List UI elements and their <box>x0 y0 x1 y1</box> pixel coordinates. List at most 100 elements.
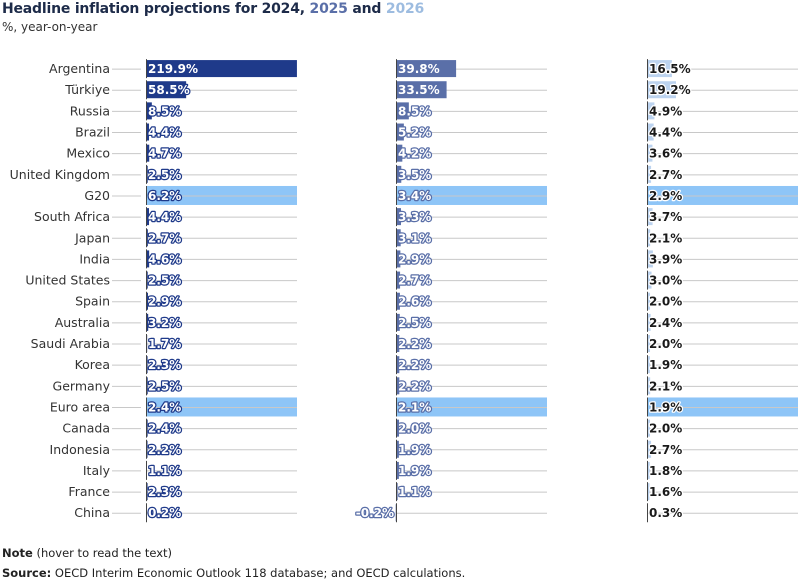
bar-2026-korea[interactable] <box>647 356 650 374</box>
bar-2026-united-kingdom[interactable] <box>647 165 652 183</box>
bar-2024-india[interactable] <box>146 250 150 268</box>
bar-2025-russia[interactable] <box>396 102 409 120</box>
bar-2024-russia[interactable] <box>146 102 152 120</box>
bar-2024-south-africa[interactable] <box>146 208 150 226</box>
data-label-2025-argentina: 39.8% <box>398 62 440 76</box>
bar-2025-argentina[interactable] <box>396 60 457 78</box>
bar-2025-mexico[interactable] <box>396 144 403 162</box>
data-label-2024-t-rkiye: 58.5% <box>148 83 190 97</box>
bar-2025-germany[interactable] <box>396 377 400 395</box>
data-label-2025-t-rkiye: 33.5% <box>398 83 440 97</box>
chart-svg: Argentina 219.9% 39.8% 16.5% Türkiye 58.5% 33.… <box>10 59 798 523</box>
bar-2026-india[interactable] <box>647 250 653 268</box>
title-year-2026: 2026 <box>385 1 425 17</box>
title-sep-1: , <box>299 1 310 17</box>
data-label-2024-brazil: 4.4% <box>148 126 181 140</box>
category-label-russia: Russia <box>70 103 110 118</box>
data-label-2025-euro-area: 2.1% <box>398 400 431 414</box>
data-label-2025-g20: 3.4% <box>398 189 431 203</box>
data-label-2026-italy: 1.8% <box>649 464 682 478</box>
bar-2024-brazil[interactable] <box>146 123 150 141</box>
bar-2026-t-rkiye[interactable] <box>647 81 676 99</box>
bar-2026-spain[interactable] <box>647 292 651 310</box>
data-label-2024-argentina: 219.9% <box>148 62 198 76</box>
bar-2025-brazil[interactable] <box>396 123 404 141</box>
bar-2025-korea[interactable] <box>396 356 400 374</box>
bar-2025-spain[interactable] <box>396 292 400 310</box>
data-label-2026-canada: 2.0% <box>649 422 682 436</box>
bar-2025-australia[interactable] <box>396 313 400 331</box>
bar-2025-south-africa[interactable] <box>396 208 401 226</box>
title-year-2024: 2024 <box>261 1 300 17</box>
bar-2026-euro-area[interactable] <box>647 398 650 416</box>
data-label-2024-france: 2.3% <box>148 485 181 499</box>
bar-2024-argentina[interactable] <box>146 60 297 78</box>
title-year-2025: 2025 <box>309 1 348 17</box>
category-label-south-africa: South Africa <box>34 209 110 224</box>
category-label-spain: Spain <box>75 294 110 309</box>
data-label-2025-australia: 2.5% <box>398 316 431 330</box>
chart-note[interactable]: Note (hover to read the text) <box>2 546 172 560</box>
data-label-2025-italy: 1.9% <box>398 464 431 478</box>
bar-2025-indonesia[interactable] <box>396 440 399 458</box>
bar-2025-italy[interactable] <box>396 461 399 479</box>
bar-2026-indonesia[interactable] <box>647 440 652 458</box>
bar-2025-united-states[interactable] <box>396 271 401 289</box>
bar-2025-t-rkiye[interactable] <box>396 81 447 99</box>
bar-2026-italy[interactable] <box>647 461 650 479</box>
bar-2026-united-states[interactable] <box>647 271 652 289</box>
category-label-brazil: Brazil <box>75 125 110 140</box>
chart-subtitle: %, year-on-year <box>2 20 98 34</box>
bar-2024-mexico[interactable] <box>146 144 150 162</box>
bar-2025-canada[interactable] <box>396 419 400 437</box>
data-label-2024-japan: 2.7% <box>148 231 181 245</box>
data-label-2024-australia: 3.2% <box>148 316 181 330</box>
category-label-india: India <box>79 251 110 266</box>
bar-2026-france[interactable] <box>647 483 650 501</box>
bar-2026-russia[interactable] <box>647 102 655 120</box>
bar-2025-india[interactable] <box>396 250 401 268</box>
data-label-2024-italy: 1.1% <box>148 464 181 478</box>
data-label-2025-saudi-arabia: 2.2% <box>398 337 431 351</box>
bar-2026-japan[interactable] <box>647 229 651 247</box>
data-label-2026-argentina: 16.5% <box>649 62 691 76</box>
category-label-china: China <box>74 505 110 520</box>
data-label-2024-korea: 2.3% <box>148 358 181 372</box>
source-text: OECD Interim Economic Outlook 118 databa… <box>51 566 466 580</box>
title-sep-2: and <box>347 1 386 17</box>
data-label-2026-t-rkiye: 19.2% <box>649 83 691 97</box>
data-label-2024-south-africa: 4.4% <box>148 210 181 224</box>
bar-2025-g20[interactable] <box>396 186 402 204</box>
bar-2025-euro-area[interactable] <box>396 398 400 416</box>
data-label-2024-india: 4.6% <box>148 252 181 266</box>
bar-2025-japan[interactable] <box>396 229 401 247</box>
bar-2024-g20[interactable] <box>146 186 151 204</box>
bar-2025-saudi-arabia[interactable] <box>396 335 400 353</box>
title-prefix: Headline inflation projections for <box>2 1 262 17</box>
data-label-2024-canada: 2.4% <box>148 422 181 436</box>
chart-title: Headline inflation projections for 2024,… <box>2 1 424 17</box>
data-label-2025-korea: 2.2% <box>398 358 431 372</box>
bar-2026-saudi-arabia[interactable] <box>647 335 651 353</box>
note-text: (hover to read the text) <box>32 546 173 560</box>
data-label-2026-japan: 2.1% <box>649 231 682 245</box>
bar-2026-south-africa[interactable] <box>647 208 653 226</box>
category-label-korea: Korea <box>75 357 110 372</box>
bar-2026-g20[interactable] <box>647 186 652 204</box>
bar-2026-australia[interactable] <box>647 313 651 331</box>
category-label-germany: Germany <box>53 378 111 393</box>
bar-2024-t-rkiye[interactable] <box>146 81 187 99</box>
bar-2026-brazil[interactable] <box>647 123 654 141</box>
bar-2026-germany[interactable] <box>647 377 651 395</box>
data-label-2025-china: -0.2% <box>356 506 394 520</box>
bar-2026-argentina[interactable] <box>647 60 672 78</box>
data-label-2026-china: 0.3% <box>649 506 682 520</box>
data-label-2025-united-kingdom: 3.5% <box>398 168 431 182</box>
bar-2025-united-kingdom[interactable] <box>396 165 402 183</box>
bar-2026-canada[interactable] <box>647 419 651 437</box>
category-label-japan: Japan <box>74 230 110 245</box>
bar-2026-mexico[interactable] <box>647 144 653 162</box>
bar-2024-australia[interactable] <box>146 313 149 331</box>
category-label-saudi-arabia: Saudi Arabia <box>31 336 110 351</box>
data-label-2024-g20: 6.2% <box>148 189 181 203</box>
